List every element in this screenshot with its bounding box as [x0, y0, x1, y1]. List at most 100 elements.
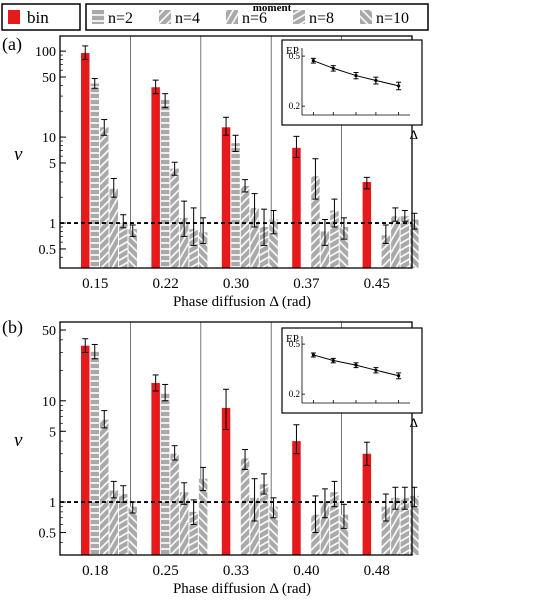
- inset-point: [374, 78, 378, 83]
- panel-a-label: (a): [2, 34, 22, 55]
- bar-n=10-0.37: [339, 226, 349, 268]
- bar-n=10-0.25: [198, 478, 208, 555]
- y-tick-label: 100: [35, 45, 56, 60]
- y-tick-label: 10: [42, 131, 56, 146]
- bar-n=6-0.18: [109, 490, 118, 555]
- bar-n=4-0.40: [311, 514, 320, 555]
- x-tick-label: 0.22: [152, 276, 178, 292]
- y-tick-label: 50: [42, 71, 56, 86]
- bar-n=4-0.30: [240, 185, 250, 268]
- bar-bin-0.40: [292, 441, 301, 555]
- inset-ylabel: EP: [286, 45, 299, 57]
- inset-point: [374, 368, 378, 372]
- bar-bin-0.22: [151, 87, 160, 268]
- legend-bin-box: [1, 3, 81, 31]
- x-tick-label: 0.25: [152, 563, 178, 579]
- bar-n=8-0.22: [189, 229, 198, 268]
- legend-label-n=4: n=4: [175, 10, 200, 27]
- panel-b-ylabel: ν: [14, 430, 23, 451]
- x-tick-label: 0.33: [223, 563, 249, 579]
- inset-point: [397, 374, 401, 378]
- legend-bin-swatch: [8, 10, 20, 24]
- inset-point: [311, 59, 315, 63]
- panel-a: (a) ν Phase diffusion Δ (rad) 1005010510…: [2, 34, 423, 310]
- panel-a-inset: 0.5 0.2 EP Δ: [281, 39, 423, 142]
- bar-n=4-0.15: [100, 127, 109, 268]
- inset-point: [354, 73, 358, 78]
- bar-n=6-0.37: [320, 231, 330, 268]
- panel-b-inset: 0.5 0.2 EP Δ: [281, 327, 423, 430]
- y-tick-label: 1: [49, 217, 56, 232]
- bar-n=4-0.25: [170, 453, 179, 555]
- inset-xlabel: Δ: [410, 415, 418, 430]
- y-tick-label: 0.5: [39, 527, 57, 542]
- x-tick-label: 0.48: [364, 563, 390, 579]
- legend-label-n=2: n=2: [108, 10, 133, 27]
- bar-bin-0.30: [221, 127, 231, 268]
- y-tick-label: 10: [42, 395, 56, 410]
- legend-bin-label: bin: [27, 8, 49, 27]
- bar-n=10-0.22: [198, 232, 208, 268]
- panel-b: (b) ν Phase diffusion Δ (rad) 5010510.50…: [2, 317, 423, 597]
- bar-n=6-0.22: [179, 217, 189, 268]
- y-tick-label: 50: [42, 324, 56, 339]
- legend-swatch-n=10: [360, 10, 372, 24]
- bar-n=4-0.22: [170, 168, 179, 268]
- bar-n=4-0.48: [381, 506, 391, 555]
- x-tick-label: 0.37: [293, 276, 320, 292]
- inset-point: [331, 66, 335, 70]
- bar-bin-0.45: [362, 182, 372, 268]
- bar-n=10-0.15: [128, 229, 137, 268]
- bar-n=8-0.33: [259, 484, 269, 555]
- bar-n=8-0.37: [330, 210, 339, 268]
- bar-n=6-0.45: [391, 216, 400, 268]
- inset-point: [311, 353, 315, 357]
- bar-n=2-0.22: [160, 100, 170, 268]
- legend-label-n=6: n=6: [242, 10, 267, 27]
- x-tick-label: 0.15: [82, 276, 108, 292]
- legend-label-n=10: n=10: [376, 10, 409, 27]
- bar-n=8-0.15: [119, 223, 128, 268]
- bar-n=8-0.25: [189, 511, 198, 555]
- legend-swatch-n=6: [226, 10, 238, 24]
- bar-n=10-0.48: [410, 495, 419, 555]
- x-tick-label: 0.30: [223, 276, 249, 292]
- x-tick-label: 0.40: [293, 563, 319, 579]
- bar-n=4-0.18: [100, 419, 109, 555]
- bar-bin-0.48: [362, 453, 372, 555]
- legend-moment-box: [85, 3, 429, 31]
- legend-moment-title: moment: [253, 2, 292, 14]
- inset-point: [331, 358, 335, 363]
- bar-n=8-0.48: [400, 497, 410, 555]
- inset-frame: [281, 327, 423, 414]
- bar-n=10-0.45: [410, 219, 419, 268]
- legend: bin moment n=2 n=4 n=6 n=8 n=10: [1, 2, 429, 31]
- panel-a-xlabel: Phase diffusion Δ (rad): [173, 294, 311, 310]
- inset-y-tick-label: 0.2: [289, 389, 300, 399]
- bar-bin-0.15: [81, 53, 90, 269]
- y-tick-label: 5: [49, 157, 56, 172]
- x-tick-label: 0.18: [82, 563, 108, 579]
- bar-n=8-0.18: [119, 494, 128, 555]
- bar-n=4-0.45: [381, 235, 391, 268]
- y-tick-label: 0.5: [39, 243, 57, 258]
- plot-frame: [59, 35, 413, 269]
- y-tick-label: 1: [49, 496, 56, 511]
- bar-bin-0.25: [151, 382, 160, 555]
- legend-label-n=8: n=8: [309, 10, 334, 27]
- bar-n=10-0.18: [128, 506, 137, 555]
- bar-n=6-0.15: [109, 188, 118, 268]
- plot-frame: [59, 321, 413, 556]
- legend-swatch-n=4: [159, 10, 171, 24]
- bar-n=8-0.45: [400, 216, 410, 268]
- bar-n=2-0.30: [231, 143, 240, 268]
- inset-y-tick-label: 0.2: [289, 101, 300, 111]
- bar-n=8-0.30: [259, 226, 269, 268]
- bar-n=4-0.37: [311, 176, 320, 268]
- legend-moment-entries: n=2 n=4 n=6 n=8 n=10: [92, 10, 409, 27]
- inset-point: [354, 363, 358, 367]
- inset-point: [397, 84, 401, 88]
- bar-n=6-0.40: [320, 502, 330, 555]
- inset-xlabel: Δ: [410, 127, 418, 142]
